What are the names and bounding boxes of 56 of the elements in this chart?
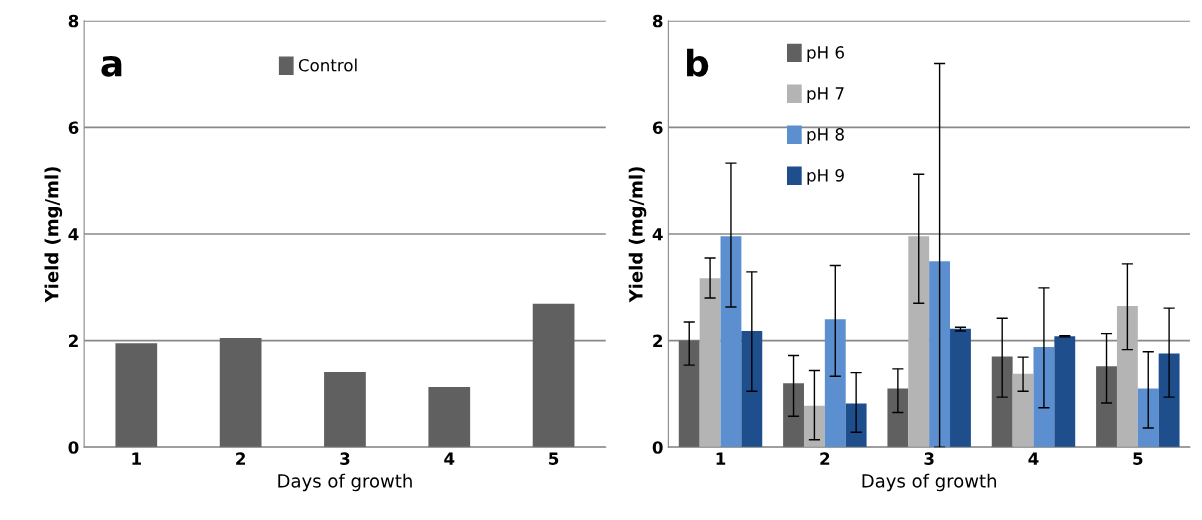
bar — [1137, 388, 1159, 448]
legend-label: pH 8 — [807, 128, 844, 144]
bar — [824, 319, 846, 448]
bar — [219, 337, 262, 448]
bar — [115, 343, 158, 448]
x-tick-label: 3 — [924, 452, 934, 465]
bar — [908, 236, 930, 448]
y-tick-label: 8 — [652, 14, 663, 28]
bar — [929, 261, 951, 448]
y-tick-label: 2 — [69, 334, 78, 347]
bar — [720, 236, 742, 448]
bar — [678, 340, 700, 448]
bar — [699, 278, 721, 448]
legend-label: pH 6 — [807, 46, 844, 62]
bar — [1158, 353, 1180, 448]
bar — [1116, 305, 1138, 448]
x-axis-title: Days of growth — [278, 473, 412, 492]
y-tick-label: 8 — [68, 14, 79, 28]
x-tick-label: 4 — [444, 452, 455, 465]
bar — [803, 405, 825, 448]
y-tick-label: 0 — [68, 441, 79, 454]
bar — [1054, 336, 1076, 448]
bar — [324, 372, 366, 448]
y-axis-title: Yield (mg/ml) — [44, 167, 63, 303]
legend-label: pH 9 — [807, 169, 844, 185]
bar — [428, 386, 471, 448]
x-axis-title: Days of growth — [862, 473, 997, 492]
bar — [1033, 347, 1055, 448]
legend-label: Control — [298, 58, 357, 72]
x-tick-label: 5 — [549, 452, 559, 465]
legend-label: pH 7 — [807, 87, 844, 103]
bar — [991, 356, 1013, 448]
x-tick-label: 1 — [132, 452, 141, 465]
y-axis-title: Yield (mg/ml) — [628, 167, 647, 303]
annotation: a — [101, 56, 122, 77]
bar — [887, 388, 909, 448]
y-tick-label: 0 — [652, 441, 663, 454]
y-tick-label: 6 — [68, 121, 79, 134]
x-tick-label: 1 — [716, 452, 726, 465]
x-tick-label: 2 — [236, 452, 245, 465]
bar — [1012, 373, 1034, 448]
y-tick-label: 4 — [652, 228, 663, 241]
y-tick-label: 2 — [653, 334, 663, 347]
bar — [1096, 366, 1117, 448]
bar — [783, 383, 804, 448]
bar — [845, 403, 867, 448]
x-tick-label: 4 — [1028, 452, 1039, 465]
annotation: b — [687, 48, 709, 77]
bar — [532, 303, 575, 448]
y-tick-label: 6 — [652, 121, 663, 134]
x-tick-label: 2 — [820, 452, 830, 465]
bar — [950, 328, 971, 448]
y-tick-label: 4 — [68, 228, 79, 241]
x-tick-label: 5 — [1133, 452, 1143, 465]
bar — [741, 331, 763, 448]
x-tick-label: 3 — [340, 452, 350, 465]
